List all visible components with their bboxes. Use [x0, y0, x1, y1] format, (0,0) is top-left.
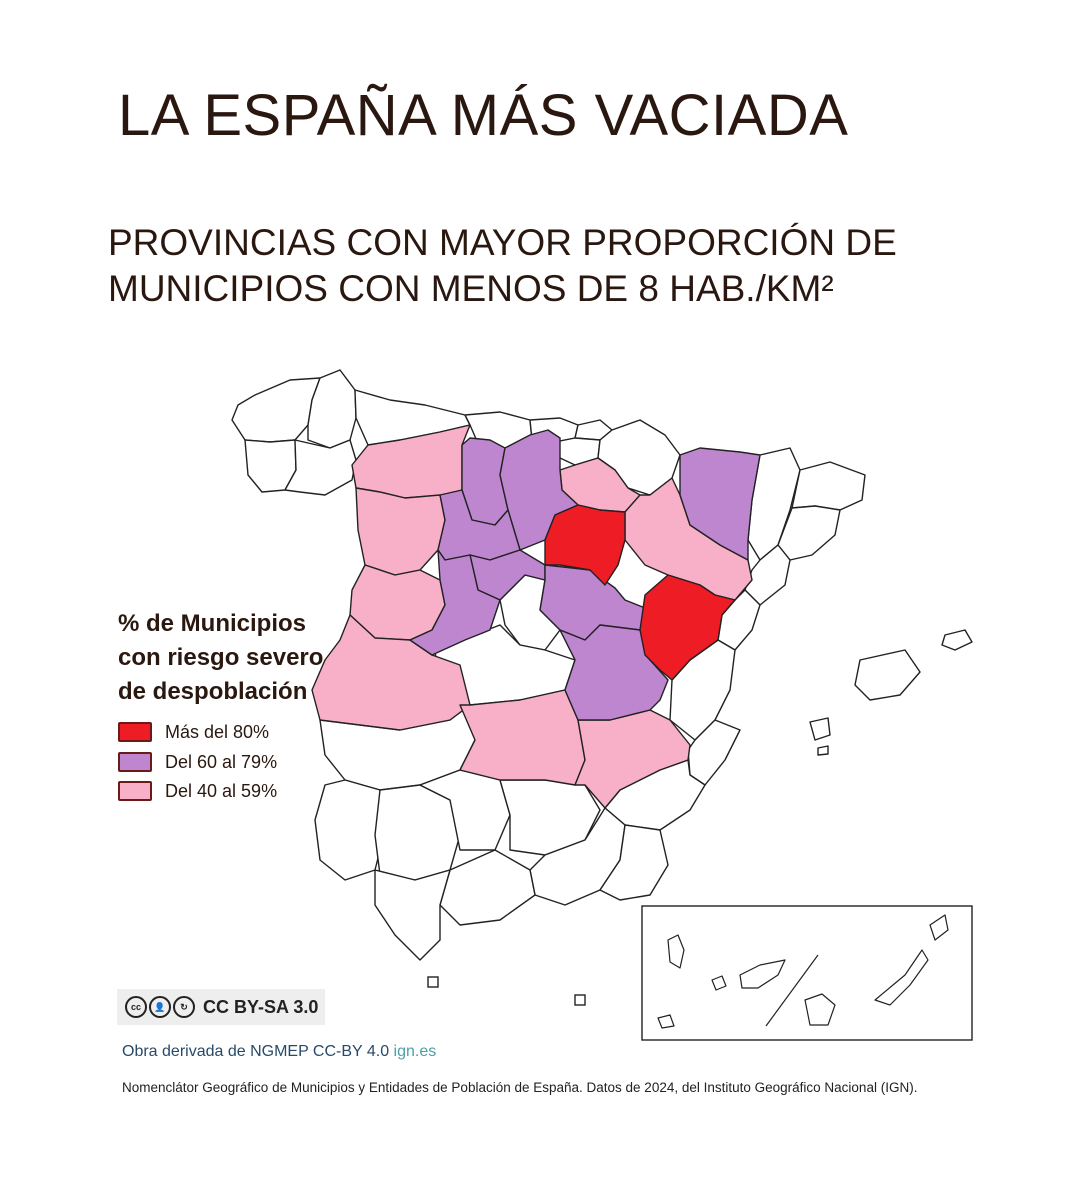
legend-label: Más del 80% [165, 721, 270, 742]
island-ibiza [809, 717, 831, 741]
island-fuerteventura [874, 949, 929, 1006]
source-line: Obra derivada de NGMEP CC-BY 4.0 ign.es [122, 1043, 436, 1061]
legend-item-red: Más del 80% [118, 722, 269, 742]
source-text: Obra derivada de NGMEP CC-BY 4.0 [122, 1043, 390, 1060]
legend-item-purple: Del 60 al 79% [118, 752, 277, 772]
license-badge[interactable]: cc 👤 ↻ CC BY-SA 3.0 [117, 989, 325, 1025]
legend-item-pink: Del 40 al 59% [118, 781, 277, 801]
region-almeria [599, 824, 669, 901]
legend-label: Del 60 al 79% [165, 751, 278, 772]
region-teruel [639, 574, 736, 681]
region-girona [791, 461, 866, 511]
region-cadiz [374, 869, 451, 961]
region-zaragoza [624, 477, 753, 601]
subtitle-line-1: PROVINCIAS CON MAYOR PROPORCIÓN DE [108, 222, 897, 263]
region-huelva [314, 779, 386, 881]
region-cuenca [559, 624, 669, 721]
legend-swatch-purple [118, 752, 152, 772]
legend-title-line-3: de despoblación [118, 678, 308, 705]
island-mallorca [854, 649, 921, 701]
legend-title-line-1: % de Municipios [118, 610, 307, 637]
legend-swatch-pink [118, 781, 152, 801]
sa-icon: ↻ [173, 996, 195, 1018]
canary-inset-frame [641, 905, 973, 1041]
region-malaga [439, 849, 536, 926]
region-zamora [355, 487, 446, 576]
source-link[interactable]: ign.es [393, 1043, 437, 1060]
region-avila [409, 549, 501, 656]
island-gran-canaria [804, 993, 836, 1026]
subtitle-line-2: MUNICIPIOS CON MENOS DE 8 HAB./KM² [108, 268, 834, 309]
island-el-hierro [657, 1014, 675, 1029]
legend-label: Del 40 al 59% [165, 780, 278, 801]
legend-title-line-2: con riesgo severo [118, 644, 324, 671]
footnote: Nomenclátor Geográfico de Municipios y E… [122, 1080, 918, 1095]
melilla-marker [574, 994, 586, 1006]
region-soria [544, 504, 626, 586]
island-tenerife [739, 959, 786, 989]
canary-divider-line [765, 954, 819, 1027]
region-ourense [284, 439, 357, 496]
license-text: CC BY-SA 3.0 [203, 996, 319, 1017]
by-icon: 👤 [149, 996, 171, 1018]
page-title: LA ESPAÑA MÁS VACIADA [118, 83, 849, 148]
island-lanzarote [929, 914, 949, 941]
region-huesca [679, 447, 761, 561]
island-menorca [941, 629, 973, 651]
region-a-coruna [231, 377, 321, 443]
region-ciudad-real [459, 689, 586, 786]
legend-swatch-red [118, 722, 152, 742]
island-formentera [817, 745, 829, 756]
island-la-gomera [711, 975, 727, 991]
island-la-palma [667, 934, 685, 969]
cc-icon: cc [125, 996, 147, 1018]
ceuta-marker [427, 976, 439, 988]
